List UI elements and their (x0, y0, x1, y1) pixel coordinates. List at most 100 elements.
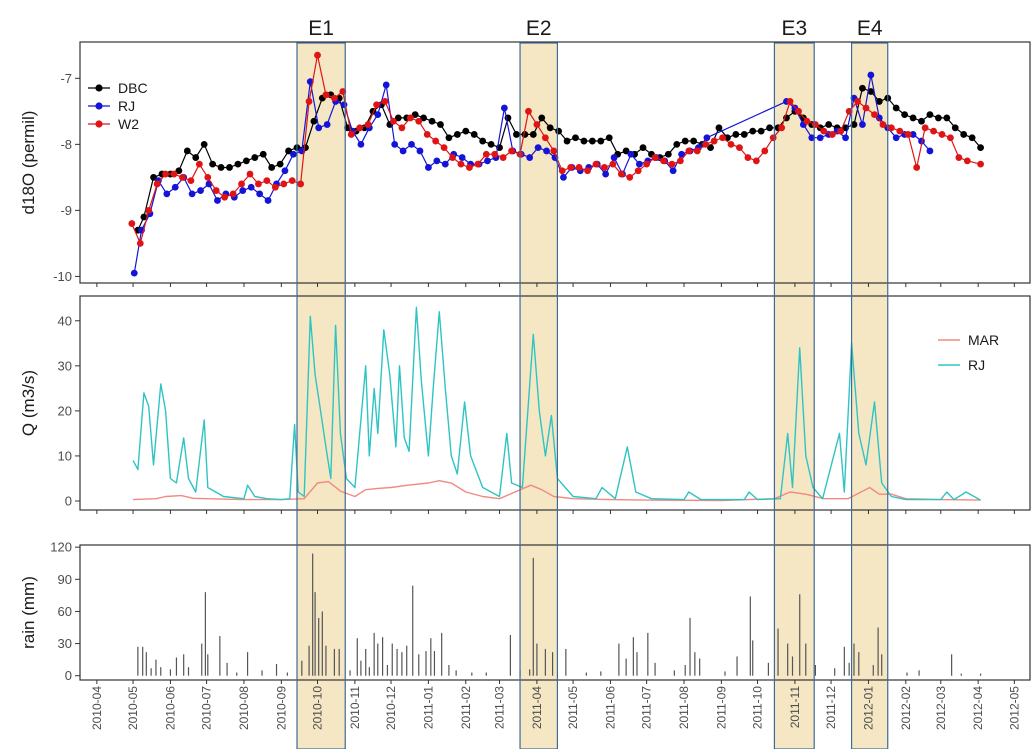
legend-label: DBC (118, 80, 148, 96)
data-point-dbc (226, 164, 233, 171)
data-point-rj (526, 154, 534, 161)
data-point-dbc (175, 167, 183, 175)
data-point-dbc (555, 127, 563, 135)
y-tick-label: 60 (58, 604, 72, 619)
data-point-w2 (280, 180, 288, 188)
data-point-dbc (259, 150, 267, 158)
data-point-w2 (440, 144, 448, 152)
data-point-rj (627, 150, 635, 158)
data-point-w2 (913, 164, 921, 171)
data-point-w2 (803, 117, 811, 125)
data-point-w2 (744, 154, 752, 161)
data-point-dbc (715, 124, 723, 132)
data-point-dbc (276, 160, 284, 168)
data-point-rj (484, 157, 491, 165)
data-point-rj (669, 167, 677, 175)
data-point-w2 (229, 190, 237, 198)
data-point-rj (678, 150, 685, 158)
data-point-rj (391, 140, 399, 148)
y-tick-label: 20 (58, 403, 72, 418)
x-tick-label: 2011-12 (824, 686, 838, 729)
data-point-dbc (580, 137, 588, 145)
data-point-dbc (766, 124, 773, 132)
panel-frame (79, 41, 1031, 284)
data-point-w2 (761, 147, 769, 155)
data-point-dbc (251, 154, 259, 161)
data-point-w2 (601, 164, 608, 171)
data-point-w2 (769, 134, 777, 142)
data-point-w2 (617, 170, 625, 178)
data-point-w2 (626, 173, 634, 181)
y-tick-label: -8 (60, 137, 72, 152)
legend-label: RJ (968, 357, 985, 373)
data-point-dbc (268, 164, 276, 171)
data-point-rj (610, 154, 618, 161)
data-point-rj (382, 81, 390, 89)
legend-marker (95, 102, 103, 110)
legend-label: RJ (118, 98, 135, 114)
data-point-dbc (681, 137, 689, 145)
event-label: E2 (526, 17, 552, 40)
data-point-dbc (411, 111, 419, 119)
data-point-rj (842, 134, 849, 142)
y-tick-label: 90 (58, 572, 72, 587)
data-point-w2 (533, 121, 541, 128)
data-point-dbc (690, 137, 698, 145)
y-tick-label: 120 (50, 540, 72, 555)
data-point-w2 (491, 150, 499, 158)
data-point-w2 (457, 160, 465, 168)
x-tick-label: 2012-01 (861, 686, 875, 730)
data-point-dbc (673, 140, 681, 148)
data-point-rj (560, 173, 567, 181)
data-point-w2 (212, 187, 220, 194)
data-point-w2 (736, 144, 743, 152)
data-point-dbc (639, 144, 647, 152)
data-point-w2 (685, 147, 693, 155)
data-point-dbc (529, 131, 537, 138)
data-point-dbc (453, 131, 461, 138)
x-tick-label: 2010-10 (311, 686, 325, 730)
data-point-w2 (246, 170, 254, 178)
data-point-rj (867, 71, 875, 79)
data-point-w2 (347, 131, 355, 138)
data-point-w2 (938, 131, 946, 138)
chart-panel-3: 0 30 60 90 120 rain (mm) (19, 540, 1031, 684)
y-axis-label: rain (mm) (19, 576, 38, 649)
data-point-rj (163, 190, 171, 198)
data-point-dbc (394, 114, 402, 122)
data-point-w2 (558, 167, 566, 175)
data-point-dbc (707, 144, 714, 152)
data-point-w2 (390, 117, 397, 125)
legend-label: MAR (968, 332, 999, 348)
data-point-w2 (904, 131, 912, 138)
data-point-rj (816, 134, 824, 142)
y-tick-label: 30 (58, 358, 72, 373)
y-tick-label: 10 (58, 448, 72, 463)
data-point-w2 (398, 124, 406, 132)
event-label: E3 (781, 17, 807, 40)
data-point-rj (315, 124, 323, 132)
data-point-dbc (428, 117, 436, 125)
data-point-dbc (757, 127, 765, 135)
data-point-rj (214, 197, 221, 204)
data-point-w2 (525, 107, 532, 115)
x-tick-label: 2010-08 (237, 686, 251, 730)
chart-panel-2: 0 10 20 30 40 Q (m3/s) MAR RJ (19, 295, 1031, 514)
data-point-w2 (271, 183, 279, 191)
y-tick-label: 0 (65, 668, 72, 683)
data-point-w2 (128, 220, 136, 227)
x-tick-label: 2011-03 (493, 686, 507, 729)
y-tick-label: 0 (65, 493, 72, 508)
data-point-dbc (918, 117, 925, 125)
x-tick-label: 2010-06 (163, 686, 177, 730)
data-point-dbc (968, 134, 976, 142)
data-point-rj (357, 140, 365, 148)
data-point-rj (374, 111, 382, 119)
data-point-dbc (977, 144, 984, 152)
x-tick-label: 2010-09 (274, 686, 288, 730)
data-point-w2 (364, 121, 372, 128)
data-point-dbc (588, 137, 596, 145)
y-tick-label: -10 (53, 269, 72, 284)
data-point-w2 (643, 160, 651, 168)
data-point-dbc (437, 121, 444, 128)
